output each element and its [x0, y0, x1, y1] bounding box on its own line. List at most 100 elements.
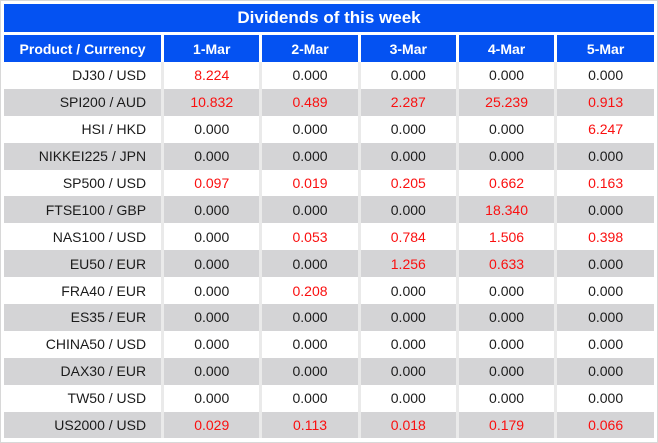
product-label: HSI / HKD [81, 121, 147, 138]
column-header-date-3: 3-Mar [357, 35, 458, 62]
dividend-cell: 6.247 [554, 115, 654, 143]
dividend-cell: 0.662 [455, 169, 556, 197]
product-label: DJ30 / USD [72, 67, 147, 84]
dividend-cell: 0.000 [259, 384, 360, 412]
dividend-cell: 0.000 [357, 115, 458, 143]
dividend-cell: 0.000 [357, 196, 458, 224]
product-label: DAX30 / EUR [60, 363, 147, 380]
dividend-cell: 0.000 [455, 115, 556, 143]
dividend-cell: 0.633 [455, 250, 556, 278]
dividend-cell: 0.000 [161, 304, 261, 331]
table-row: DJ30 / USD 8.224 0.000 0.000 0.000 0.000 [4, 62, 654, 89]
product-label: CHINA50 / USD [45, 336, 147, 353]
dividend-cell: 8.224 [161, 62, 261, 89]
product-label: SPI200 / AUD [59, 94, 147, 111]
dividend-cell: 0.000 [259, 142, 360, 170]
dividend-cell: 0.000 [161, 250, 261, 278]
dividend-cell: 0.029 [161, 411, 261, 439]
dividend-cell: 0.000 [161, 357, 261, 385]
dividend-cell: 0.000 [161, 196, 261, 224]
dividend-cell: 0.000 [357, 62, 458, 89]
widget-title-bar: Dividends of this week [4, 4, 654, 32]
dividend-cell: 0.000 [455, 357, 556, 385]
table-row: ES35 / EUR 0.000 0.000 0.000 0.000 0.000 [4, 304, 654, 331]
dividend-cell: 0.000 [161, 277, 261, 305]
table-row: SP500 / USD 0.097 0.019 0.205 0.662 0.163 [4, 169, 654, 197]
table-row: US2000 / USD 0.029 0.113 0.018 0.179 0.066 [4, 411, 654, 439]
table-header: Product / Currency 1-Mar 2-Mar 3-Mar 4-M… [4, 35, 654, 62]
dividend-cell: 0.000 [455, 277, 556, 305]
dividend-cell: 0.000 [554, 277, 654, 305]
dividend-cell: 0.000 [554, 142, 654, 170]
table-row: NIKKEI225 / JPN 0.000 0.000 0.000 0.000 0.00… [4, 142, 654, 170]
dividend-cell: 0.000 [259, 115, 360, 143]
dividend-cell: 0.113 [259, 411, 360, 439]
column-header-date-1: 1-Mar [161, 35, 261, 62]
product-label: TW50 / USD [67, 390, 147, 407]
product-label: NIKKEI225 / JPN [38, 148, 147, 165]
dividend-cell: 0.208 [259, 277, 360, 305]
dividend-cell: 0.000 [455, 142, 556, 170]
product-label: NAS100 / USD [52, 228, 147, 245]
product-label: US2000 / USD [54, 417, 147, 434]
table-row: CHINA50 / USD 0.000 0.000 0.000 0.000 0.000 [4, 330, 654, 358]
dividend-cell: 0.000 [357, 304, 458, 331]
dividend-cell: 0.000 [161, 384, 261, 412]
table-row: HSI / HKD 0.000 0.000 0.000 0.000 6.247 [4, 115, 654, 143]
dividend-cell: 0.019 [259, 169, 360, 197]
dividend-cell: 0.066 [554, 411, 654, 439]
dividend-cell: 1.256 [357, 250, 458, 278]
dividend-cell: 0.784 [357, 223, 458, 251]
table-row: SPI200 / AUD 10.832 0.489 2.287 25.239 0.913 [4, 88, 654, 116]
table-row: FTSE100 / GBP 0.000 0.000 0.000 18.340 0.000 [4, 196, 654, 224]
dividend-cell: 0.000 [554, 62, 654, 89]
dividend-cell: 2.287 [357, 88, 458, 116]
dividend-cell: 0.000 [357, 142, 458, 170]
dividend-cell: 0.000 [554, 357, 654, 385]
dividend-cell: 0.000 [455, 304, 556, 331]
column-header-date-5: 5-Mar [554, 35, 654, 62]
table-row: TW50 / USD 0.000 0.000 0.000 0.000 0.000 [4, 384, 654, 412]
table-row: NAS100 / USD 0.000 0.053 0.784 1.506 0.398 [4, 223, 654, 251]
dividend-cell: 0.053 [259, 223, 360, 251]
product-label: SP500 / USD [62, 175, 147, 191]
dividend-cell: 0.000 [357, 277, 458, 305]
dividends-table: Product / Currency 1-Mar 2-Mar 3-Mar 4-M… [4, 35, 654, 439]
table-row: DAX30 / EUR 0.000 0.000 0.000 0.000 0.000 [4, 357, 654, 385]
dividend-cell: 0.163 [554, 169, 654, 197]
product-label: FRA40 / EUR [61, 282, 147, 299]
dividend-cell: 0.000 [455, 330, 556, 358]
dividend-cell: 0.018 [357, 411, 458, 439]
dividend-cell: 0.913 [554, 88, 654, 116]
dividend-cell: 0.000 [161, 142, 261, 170]
dividend-cell: 0.000 [455, 384, 556, 412]
dividend-cell: 0.000 [259, 196, 360, 224]
header-row: Product / Currency 1-Mar 2-Mar 3-Mar 4-M… [4, 35, 654, 62]
dividend-cell: 0.179 [455, 411, 556, 439]
table-row: FRA40 / EUR 0.000 0.208 0.000 0.000 0.000 [4, 277, 654, 305]
dividend-cell: 0.000 [161, 330, 261, 358]
dividend-cell: 0.000 [161, 223, 261, 251]
dividend-cell: 0.000 [357, 330, 458, 358]
dividend-cell: 25.239 [455, 88, 556, 116]
dividend-cell: 0.000 [554, 196, 654, 224]
product-label: ES35 / EUR [70, 309, 147, 326]
dividend-cell: 0.489 [259, 88, 360, 116]
dividend-cell: 0.000 [259, 250, 360, 278]
product-label: FTSE100 / GBP [45, 201, 147, 218]
dividend-cell: 10.832 [161, 88, 261, 116]
dividend-cell: 1.506 [455, 223, 556, 251]
dividend-cell: 0.000 [259, 304, 360, 331]
dividend-cell: 0.000 [357, 384, 458, 412]
dividend-cell: 18.340 [455, 196, 556, 224]
column-header-date-4: 4-Mar [455, 35, 556, 62]
column-header-product: Product / Currency [4, 35, 163, 62]
dividend-cell: 0.205 [357, 169, 458, 197]
dividend-cell: 0.000 [554, 384, 654, 412]
dividend-cell: 0.398 [554, 223, 654, 251]
dividend-cell: 0.097 [161, 169, 261, 197]
widget-title: Dividends of this week [237, 8, 421, 27]
dividend-cell: 0.000 [259, 357, 360, 385]
table-body: DJ30 / USD 8.224 0.000 0.000 0.000 0.000 SPI… [4, 62, 654, 439]
